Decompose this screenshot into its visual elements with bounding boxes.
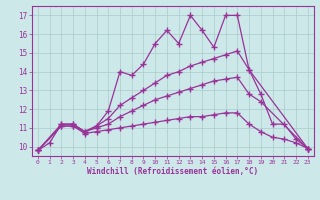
- X-axis label: Windchill (Refroidissement éolien,°C): Windchill (Refroidissement éolien,°C): [87, 167, 258, 176]
